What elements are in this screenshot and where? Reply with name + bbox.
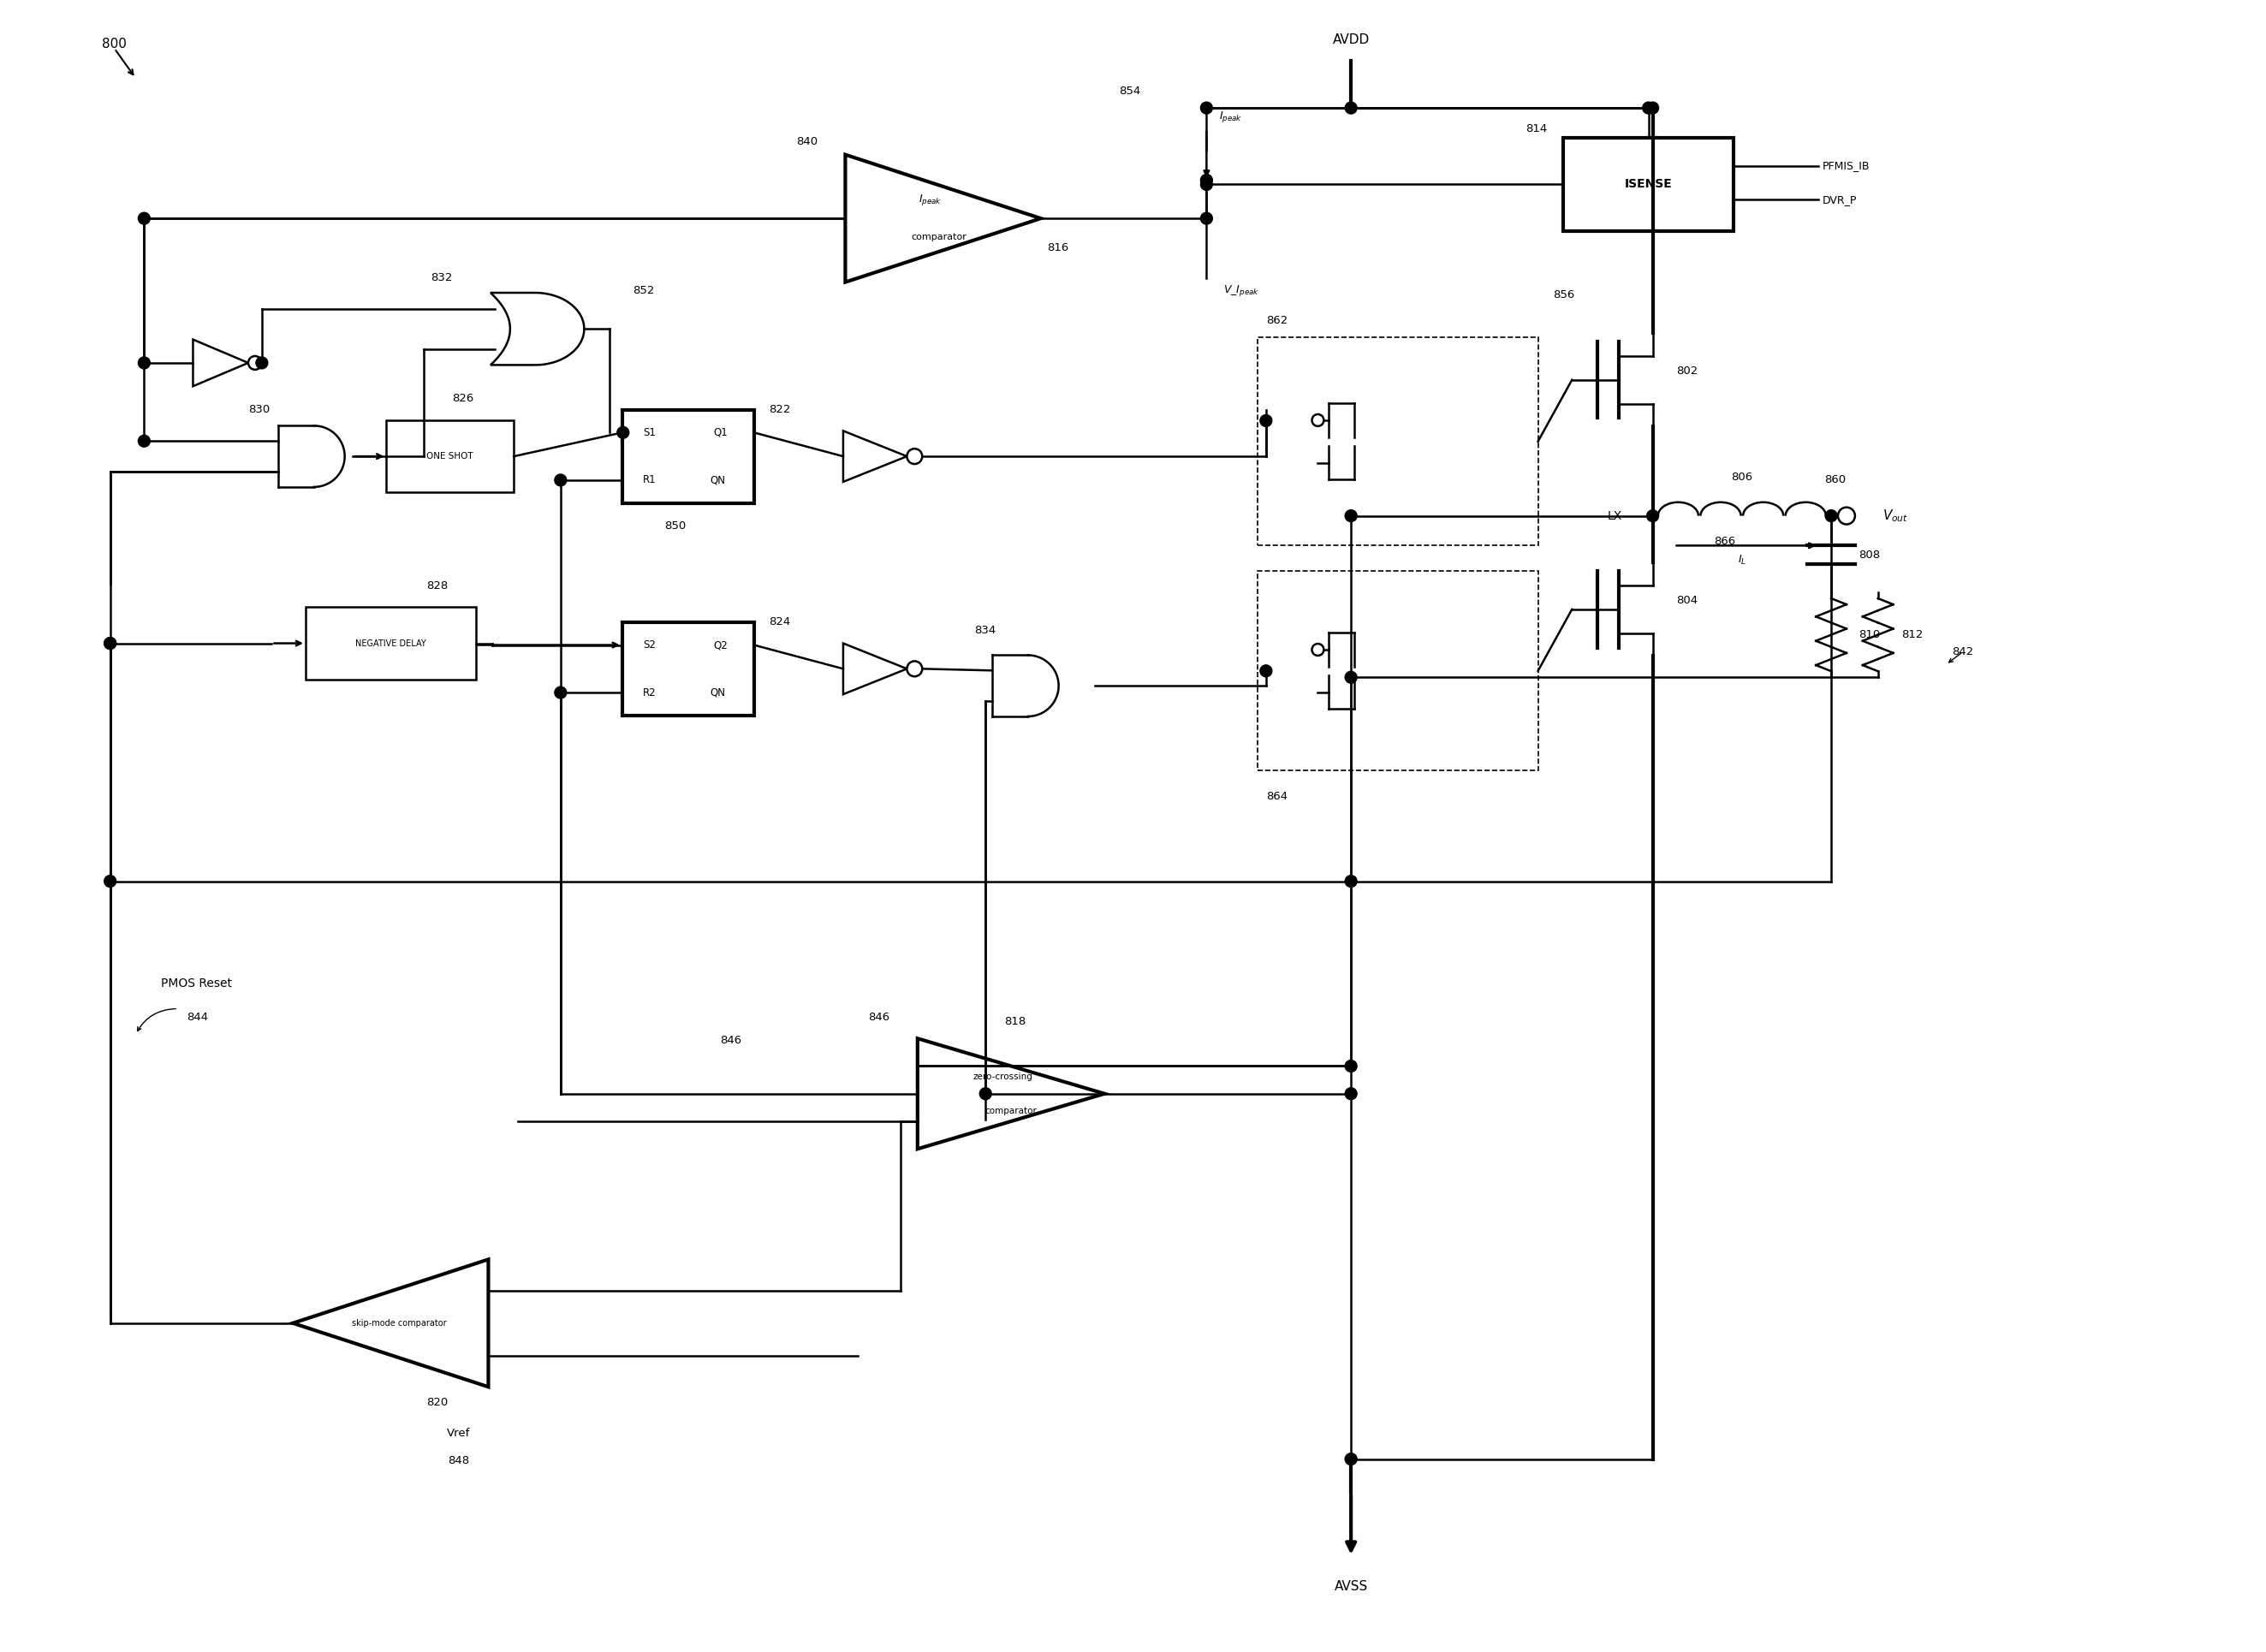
Text: S2: S2 <box>644 639 657 651</box>
Text: NEGATIVE DELAY: NEGATIVE DELAY <box>356 639 426 648</box>
Bar <box>1258 572 1539 771</box>
Text: $V_{out}$: $V_{out}$ <box>1883 507 1908 524</box>
Text: 844: 844 <box>186 1011 208 1023</box>
Bar <box>387 420 514 492</box>
Circle shape <box>138 434 150 448</box>
Text: QN: QN <box>709 687 725 699</box>
Circle shape <box>555 687 566 699</box>
Text: comparator: comparator <box>911 233 968 241</box>
Bar <box>623 410 755 504</box>
Text: comparator: comparator <box>986 1107 1038 1115</box>
Circle shape <box>104 638 116 649</box>
Circle shape <box>555 474 566 486</box>
Text: 832: 832 <box>431 273 453 284</box>
Circle shape <box>1346 1087 1357 1100</box>
Text: Q1: Q1 <box>714 426 727 438</box>
Circle shape <box>1346 1454 1357 1465</box>
Text: $I_L$: $I_L$ <box>1738 553 1747 567</box>
Circle shape <box>1346 876 1357 887</box>
Text: 806: 806 <box>1731 472 1752 482</box>
Text: skip-mode comparator: skip-mode comparator <box>351 1318 446 1328</box>
Text: 854: 854 <box>1119 86 1140 96</box>
Circle shape <box>1201 213 1212 225</box>
Text: PFMIS_IB: PFMIS_IB <box>1822 160 1869 172</box>
Text: R2: R2 <box>644 687 657 699</box>
Circle shape <box>256 357 267 368</box>
Text: DVR_P: DVR_P <box>1822 195 1858 205</box>
Text: 808: 808 <box>1858 550 1881 560</box>
Text: AVSS: AVSS <box>1335 1581 1369 1593</box>
Circle shape <box>104 638 116 649</box>
Circle shape <box>1260 666 1271 677</box>
Text: zero-crossing: zero-crossing <box>972 1072 1033 1080</box>
Circle shape <box>1346 671 1357 684</box>
Text: 802: 802 <box>1677 365 1697 377</box>
Text: 822: 822 <box>768 405 791 415</box>
Bar <box>623 623 755 715</box>
Circle shape <box>1346 1061 1357 1072</box>
Circle shape <box>1260 451 1271 463</box>
Circle shape <box>1346 510 1357 522</box>
Bar <box>1564 137 1733 231</box>
Text: ONE SHOT: ONE SHOT <box>426 453 474 461</box>
Text: QN: QN <box>709 474 725 486</box>
Text: 862: 862 <box>1267 316 1287 325</box>
Circle shape <box>1647 102 1659 114</box>
Circle shape <box>616 426 630 438</box>
Text: ISENSE: ISENSE <box>1625 178 1672 190</box>
Text: $I_{peak}$: $I_{peak}$ <box>1219 109 1242 124</box>
Text: 828: 828 <box>426 580 449 591</box>
Circle shape <box>104 876 116 887</box>
Text: 840: 840 <box>795 137 818 147</box>
Text: 842: 842 <box>1951 646 1974 657</box>
Text: 846: 846 <box>721 1036 741 1046</box>
Text: 804: 804 <box>1677 595 1697 606</box>
Text: 850: 850 <box>664 520 687 532</box>
Text: 812: 812 <box>1901 629 1924 641</box>
Text: Q2: Q2 <box>714 639 727 651</box>
Text: 834: 834 <box>974 624 997 636</box>
Text: 818: 818 <box>1004 1016 1026 1028</box>
Text: 848: 848 <box>449 1455 469 1467</box>
Text: 810: 810 <box>1858 629 1881 641</box>
Circle shape <box>1260 415 1271 426</box>
Bar <box>306 608 476 679</box>
Circle shape <box>1201 173 1212 187</box>
Circle shape <box>1260 681 1271 692</box>
Text: AVDD: AVDD <box>1332 33 1369 46</box>
Circle shape <box>1201 102 1212 114</box>
Circle shape <box>1824 510 1838 522</box>
Circle shape <box>1647 510 1659 522</box>
Circle shape <box>138 213 150 225</box>
Bar <box>1258 337 1539 545</box>
Text: 864: 864 <box>1267 791 1287 801</box>
Text: Vref: Vref <box>446 1427 471 1439</box>
Text: 852: 852 <box>632 286 655 296</box>
Text: 824: 824 <box>768 616 791 628</box>
Text: LX: LX <box>1607 510 1622 522</box>
Circle shape <box>1346 102 1357 114</box>
Text: 860: 860 <box>1824 474 1847 486</box>
Text: PMOS Reset: PMOS Reset <box>161 978 231 990</box>
Text: R1: R1 <box>644 474 657 486</box>
Text: 866: 866 <box>1713 535 1736 547</box>
Circle shape <box>979 1087 993 1100</box>
Text: 826: 826 <box>451 393 474 405</box>
Text: 830: 830 <box>247 405 270 415</box>
Text: $I_{peak}$: $I_{peak}$ <box>918 192 943 206</box>
Text: 846: 846 <box>868 1011 891 1023</box>
Text: 816: 816 <box>1047 243 1070 254</box>
Text: 856: 856 <box>1552 289 1575 301</box>
Text: 800: 800 <box>102 38 127 51</box>
Circle shape <box>1643 102 1654 114</box>
Circle shape <box>138 357 150 368</box>
Text: $V\_I_{peak}$: $V\_I_{peak}$ <box>1224 284 1260 297</box>
Text: S1: S1 <box>644 426 657 438</box>
Text: 814: 814 <box>1525 124 1548 135</box>
Text: 820: 820 <box>426 1396 449 1408</box>
Circle shape <box>1201 178 1212 190</box>
